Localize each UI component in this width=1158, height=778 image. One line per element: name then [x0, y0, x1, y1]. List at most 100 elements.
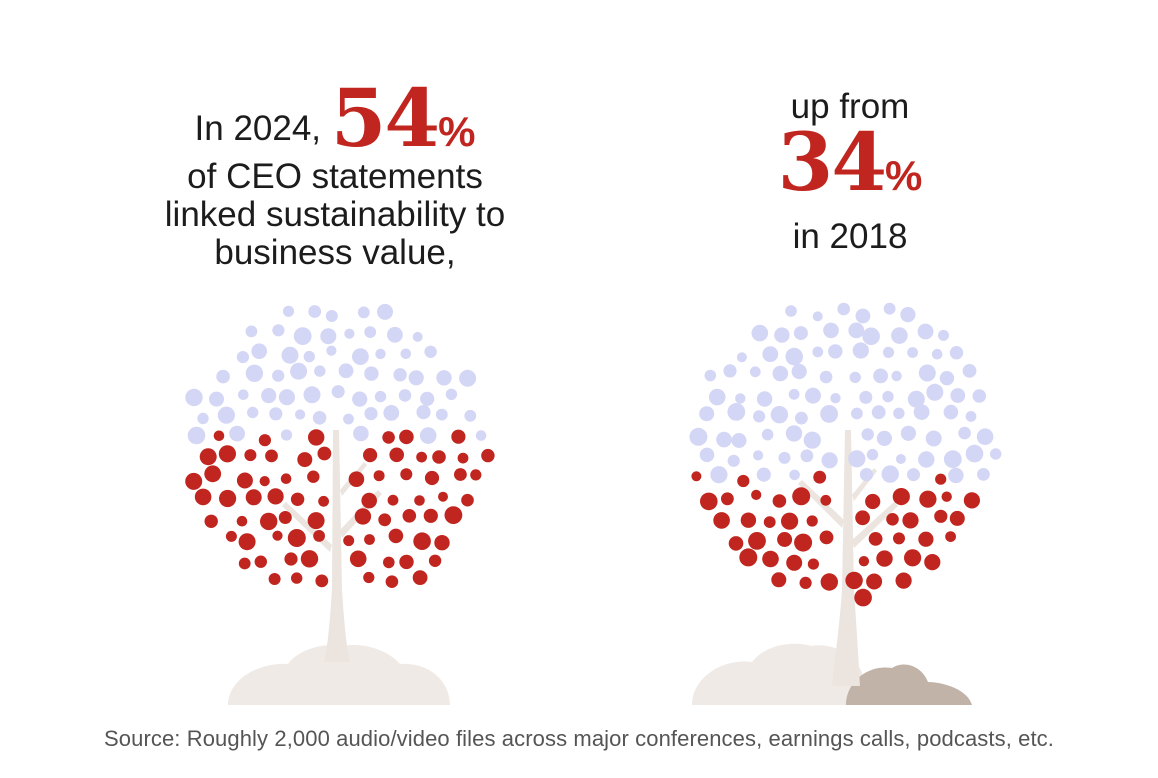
left-canopy-lavender-dot	[295, 409, 306, 420]
right-canopy-lavender-dot	[749, 366, 761, 378]
left-canopy-lavender-dot	[272, 369, 285, 382]
right-canopy-lavender-dot	[852, 342, 869, 359]
left-canopy-lavender-dot	[303, 350, 315, 363]
right-canopy-red-dot	[740, 512, 757, 528]
right-trunk-main	[832, 430, 860, 686]
left-canopy-red-dot	[378, 513, 392, 527]
left-canopy-lavender-dot	[475, 430, 487, 441]
right-canopy-lavender-dot	[891, 370, 902, 382]
left-canopy-lavender-dot	[314, 365, 326, 377]
left-canopy-red-dot	[315, 574, 329, 588]
right-canopy-lavender-dot	[735, 393, 746, 404]
left-line-3: linked sustainability to	[164, 195, 506, 234]
left-canopy-lavender-dot	[308, 305, 322, 318]
right-canopy-red-dot	[799, 576, 812, 589]
right-canopy-lavender-dot	[803, 431, 821, 449]
right-canopy-lavender-dot	[710, 466, 728, 484]
right-canopy-lavender-dot	[891, 327, 908, 344]
right-canopy-lavender-dot	[756, 391, 773, 407]
right-canopy-red-dot	[918, 531, 934, 547]
left-canopy-lavender-dot	[245, 364, 264, 382]
left-canopy-red-dot	[387, 494, 399, 506]
left-canopy-red-dot	[268, 573, 281, 585]
left-canopy-red-dot	[349, 550, 367, 568]
right-canopy-lavender-dot	[770, 406, 789, 424]
right-canopy-lavender-dot	[820, 405, 838, 423]
left-canopy-red-dot	[481, 448, 495, 463]
left-canopy-lavender-dot	[325, 310, 338, 322]
right-canopy-lavender-dot	[828, 344, 843, 359]
right-canopy-red-dot	[762, 550, 779, 568]
right-ground-light-shape	[692, 643, 862, 705]
right-canopy-lavender-dot	[950, 388, 966, 403]
left-canopy-red-dot	[254, 555, 267, 568]
right-canopy-lavender-dot	[785, 347, 803, 366]
right-canopy-red-dot	[813, 470, 827, 484]
right-canopy-lavender-dot	[716, 431, 732, 448]
left-canopy-dots	[185, 303, 495, 588]
right-canopy-red-dot	[895, 572, 912, 589]
left-canopy-lavender-dot	[353, 425, 369, 442]
left-canopy-lavender-dot	[419, 427, 437, 444]
left-canopy-red-dot	[185, 472, 203, 490]
left-canopy-red-dot	[412, 570, 428, 585]
left-canopy-red-dot	[236, 472, 253, 489]
left-canopy-lavender-dot	[375, 348, 386, 360]
left-canopy-red-dot	[236, 515, 248, 527]
left-canopy-red-dot	[194, 488, 212, 506]
right-canopy-lavender-dot	[789, 469, 800, 481]
right-canopy-lavender-dot	[731, 433, 747, 448]
right-canopy-lavender-dot	[926, 383, 944, 401]
right-canopy-lavender-dot	[976, 428, 994, 445]
right-canopy-lavender-dot	[900, 307, 916, 323]
left-canopy-lavender-dot	[398, 389, 412, 402]
right-canopy-lavender-dot	[708, 388, 726, 406]
left-canopy-lavender-dot	[245, 325, 258, 338]
left-canopy-lavender-dot	[261, 388, 277, 404]
left-canopy-red-dot	[287, 529, 306, 547]
left-canopy-red-dot	[272, 530, 283, 541]
left-canopy-lavender-dot	[464, 409, 477, 422]
right-canopy-lavender-dot	[861, 428, 874, 441]
left-canopy-red-dot	[388, 528, 404, 544]
left-canopy-red-dot	[399, 554, 414, 570]
right-canopy-lavender-dot	[756, 467, 771, 482]
left-canopy-red-dot	[382, 431, 395, 444]
left-canopy-lavender-dot	[280, 429, 293, 441]
right-canopy-lavender-dot	[736, 352, 747, 363]
left-canopy-red-dot	[291, 572, 303, 584]
right-canopy-lavender-dot	[907, 390, 925, 408]
left-canopy-lavender-dot	[445, 388, 458, 400]
left-canopy-red-dot	[389, 447, 404, 463]
left-tree-illustration	[185, 303, 495, 705]
left-canopy-red-dot	[307, 512, 325, 530]
left-canopy-lavender-dot	[290, 362, 308, 380]
left-canopy-lavender-dot	[435, 408, 448, 421]
right-canopy-lavender-dot	[907, 347, 918, 358]
left-branch-left	[282, 502, 332, 552]
left-canopy-red-dot	[423, 508, 438, 523]
right-canopy-lavender-dot	[837, 302, 850, 316]
right-canopy-red-dot	[792, 487, 811, 506]
right-canopy-lavender-dot	[819, 370, 833, 384]
right-canopy-lavender-dot	[917, 323, 934, 340]
left-canopy-red-dot	[245, 489, 262, 506]
left-canopy-red-dot	[454, 468, 467, 481]
right-canopy-red-dot	[924, 554, 941, 571]
left-canopy-red-dot	[204, 514, 218, 528]
right-canopy-dots	[689, 302, 1002, 607]
left-trunk-main	[324, 430, 350, 662]
left-canopy-red-dot	[313, 530, 325, 542]
right-canopy-red-dot	[781, 512, 799, 530]
left-canopy-red-dot	[290, 492, 305, 506]
left-canopy-lavender-dot	[352, 348, 369, 365]
right-canopy-lavender-dot	[972, 389, 987, 403]
right-canopy-red-dot	[845, 571, 863, 590]
right-canopy-lavender-dot	[788, 388, 800, 400]
left-canopy-red-dot	[300, 550, 319, 568]
left-canopy-lavender-dot	[187, 426, 206, 445]
right-canopy-lavender-dot	[918, 451, 935, 468]
right-canopy-lavender-dot	[812, 346, 824, 358]
left-canopy-red-dot	[259, 476, 270, 487]
left-canopy-red-dot	[260, 512, 278, 531]
